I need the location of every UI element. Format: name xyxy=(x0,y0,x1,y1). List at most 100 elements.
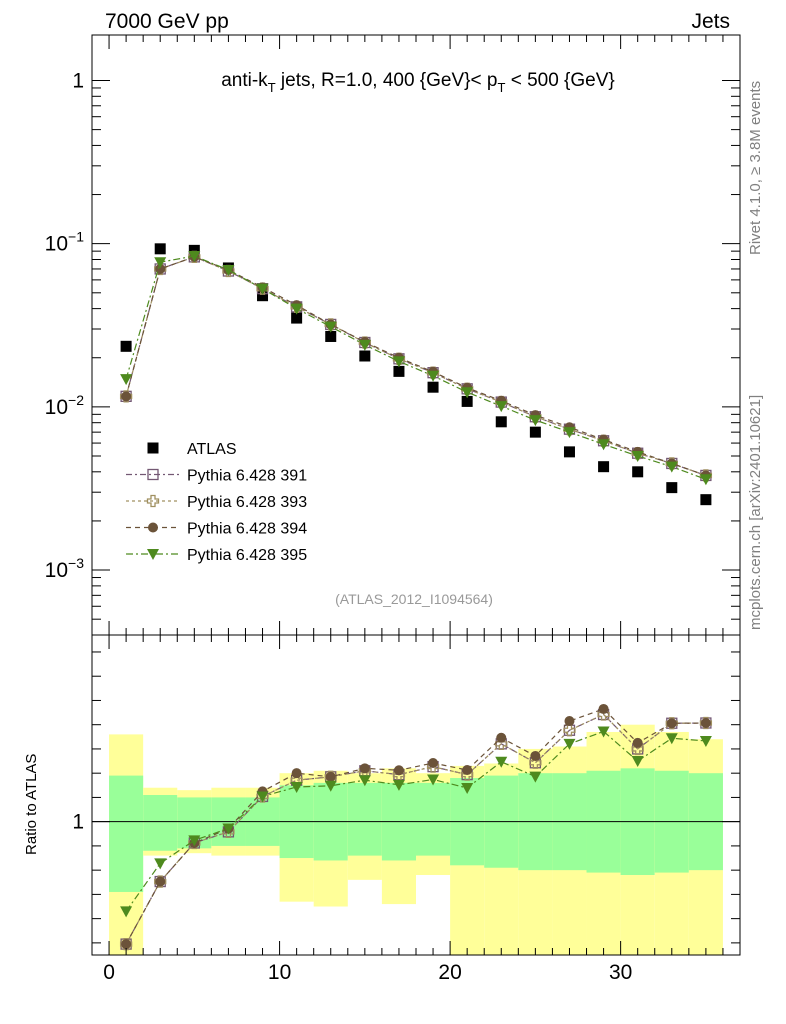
main-point-4-12 xyxy=(529,415,542,427)
main-point-0-12 xyxy=(529,426,541,438)
main-point-4-15 xyxy=(631,450,644,462)
band-inner-7 xyxy=(347,782,382,856)
main-point-4-3 xyxy=(222,264,235,276)
y-tick-label-2: 10−2 xyxy=(45,392,85,419)
main-point-0-1 xyxy=(154,243,166,255)
main-point-0-8 xyxy=(393,365,405,377)
ratio-point-3-4 xyxy=(256,791,269,803)
main-point-0-15 xyxy=(632,466,644,478)
main-point-4-5 xyxy=(290,303,303,315)
main-point-4-6 xyxy=(324,321,337,333)
legend-marker-1 xyxy=(147,468,159,481)
ratio-point-3-0 xyxy=(120,906,133,918)
band-inner-1 xyxy=(143,795,178,851)
x-tick-label-10: 10 xyxy=(268,961,291,984)
ratio-point-2-11 xyxy=(496,732,507,743)
main-point-4-4 xyxy=(256,283,269,295)
main-point-4-2 xyxy=(188,251,201,263)
main-series xyxy=(119,243,713,506)
ratio-frame xyxy=(91,634,741,956)
main-point-0-13 xyxy=(563,446,575,458)
ratio-point-1-13 xyxy=(563,724,576,737)
main-point-0-14 xyxy=(598,461,610,473)
main-point-0-9 xyxy=(427,381,439,393)
main-line-3 xyxy=(125,256,707,477)
main-point-3-1 xyxy=(155,263,166,274)
title-suffix: < 500 {GeV} xyxy=(505,70,614,91)
y-tick-exp-3: −3 xyxy=(68,555,84,571)
plot-title: anti-kT jets, R=1.0, 400 {GeV}< pT < 500… xyxy=(221,70,615,95)
main-point-0-7 xyxy=(359,350,371,362)
analysis-reference: (ATLAS_2012_I1094564) xyxy=(335,591,493,607)
ratio-point-3-8 xyxy=(392,779,405,791)
main-point-0-2 xyxy=(188,244,200,256)
y-tick-base-1: 10 xyxy=(45,233,68,256)
ratio-point-3-11 xyxy=(495,756,508,768)
y-tick-label-3: 10−3 xyxy=(45,555,85,582)
main-frame xyxy=(91,34,741,636)
main-point-0-0 xyxy=(120,340,132,352)
ratio-point-3-7 xyxy=(358,775,371,787)
ratio-point-3-12 xyxy=(529,771,542,783)
ratio-series xyxy=(119,703,713,951)
ratio-point-3-9 xyxy=(427,774,440,786)
main-point-0-17 xyxy=(700,494,712,506)
ratio-point-2-12 xyxy=(530,750,541,761)
ratio-point-3-3 xyxy=(222,823,235,835)
title-prefix: anti-k xyxy=(221,70,268,91)
ratio-point-3-17 xyxy=(699,735,712,747)
ratio-line-3 xyxy=(125,730,706,912)
header-right: Jets xyxy=(691,10,730,33)
legend-marker-0 xyxy=(147,442,159,454)
legend-label-1: Pythia 6.428 391 xyxy=(187,468,307,485)
legend-label-4: Pythia 6.428 395 xyxy=(187,547,307,564)
main-point-3-0 xyxy=(121,391,132,402)
ratio-point-2-17 xyxy=(700,718,711,728)
band-inner-0 xyxy=(109,775,144,892)
ratio-point-3-13 xyxy=(563,738,576,750)
main-point-4-13 xyxy=(563,427,576,439)
ratio-point-2-6 xyxy=(325,771,336,782)
x-tick-label-0: 0 xyxy=(103,961,115,984)
y-tick-base-0: 1 xyxy=(72,69,84,92)
y-tick-label-0: 1 xyxy=(72,69,84,92)
main-point-4-0 xyxy=(120,374,133,386)
legend: ATLAS Pythia 6.428 391 Pythia 6.428 393 Pyt… xyxy=(126,441,307,564)
y-tick-exp-2: −2 xyxy=(68,392,84,408)
main-point-0-16 xyxy=(666,482,678,494)
ratio-point-3-15 xyxy=(631,756,644,768)
main-point-4-8 xyxy=(392,356,405,368)
ratio-ylabel: Ratio to ATLAS xyxy=(23,754,40,855)
ratio-point-3-6 xyxy=(324,780,337,792)
mcplots-label: mcplots.cern.ch [arXiv:2401.10621] xyxy=(747,395,764,630)
ratio-line-2 xyxy=(125,708,706,945)
main-point-0-6 xyxy=(325,330,337,342)
title-middle-sub: T xyxy=(497,80,505,95)
ratio-point-2-16 xyxy=(666,718,677,729)
main-point-0-5 xyxy=(291,312,303,324)
ratio-point-2-15 xyxy=(632,737,643,748)
x-tick-label-30: 30 xyxy=(609,961,632,984)
main-point-4-1 xyxy=(154,257,167,269)
main-point-0-11 xyxy=(495,416,507,428)
y-tick-label-1: 10−1 xyxy=(45,229,85,256)
main-point-0-4 xyxy=(257,290,269,302)
ratio-point-3-2 xyxy=(188,835,201,847)
legend-label-0: ATLAS xyxy=(187,441,237,458)
ratio-point-2-8 xyxy=(393,765,404,776)
y-tick-exp-1: −1 xyxy=(68,229,84,245)
ratio-point-2-13 xyxy=(564,716,575,727)
main-point-4-11 xyxy=(495,401,508,413)
ratio-point-2-10 xyxy=(462,765,473,776)
main-point-4-7 xyxy=(358,339,371,351)
legend-label-2: Pythia 6.428 393 xyxy=(187,494,307,511)
main-line-4 xyxy=(125,255,707,480)
legend-marker-2 xyxy=(146,494,160,508)
band-inner-9 xyxy=(416,782,451,856)
ratio-point-2-9 xyxy=(428,758,439,768)
legend-marker-4 xyxy=(147,549,159,560)
ratio-point-3-10 xyxy=(461,782,474,794)
x-tick-label-20: 20 xyxy=(438,961,461,984)
